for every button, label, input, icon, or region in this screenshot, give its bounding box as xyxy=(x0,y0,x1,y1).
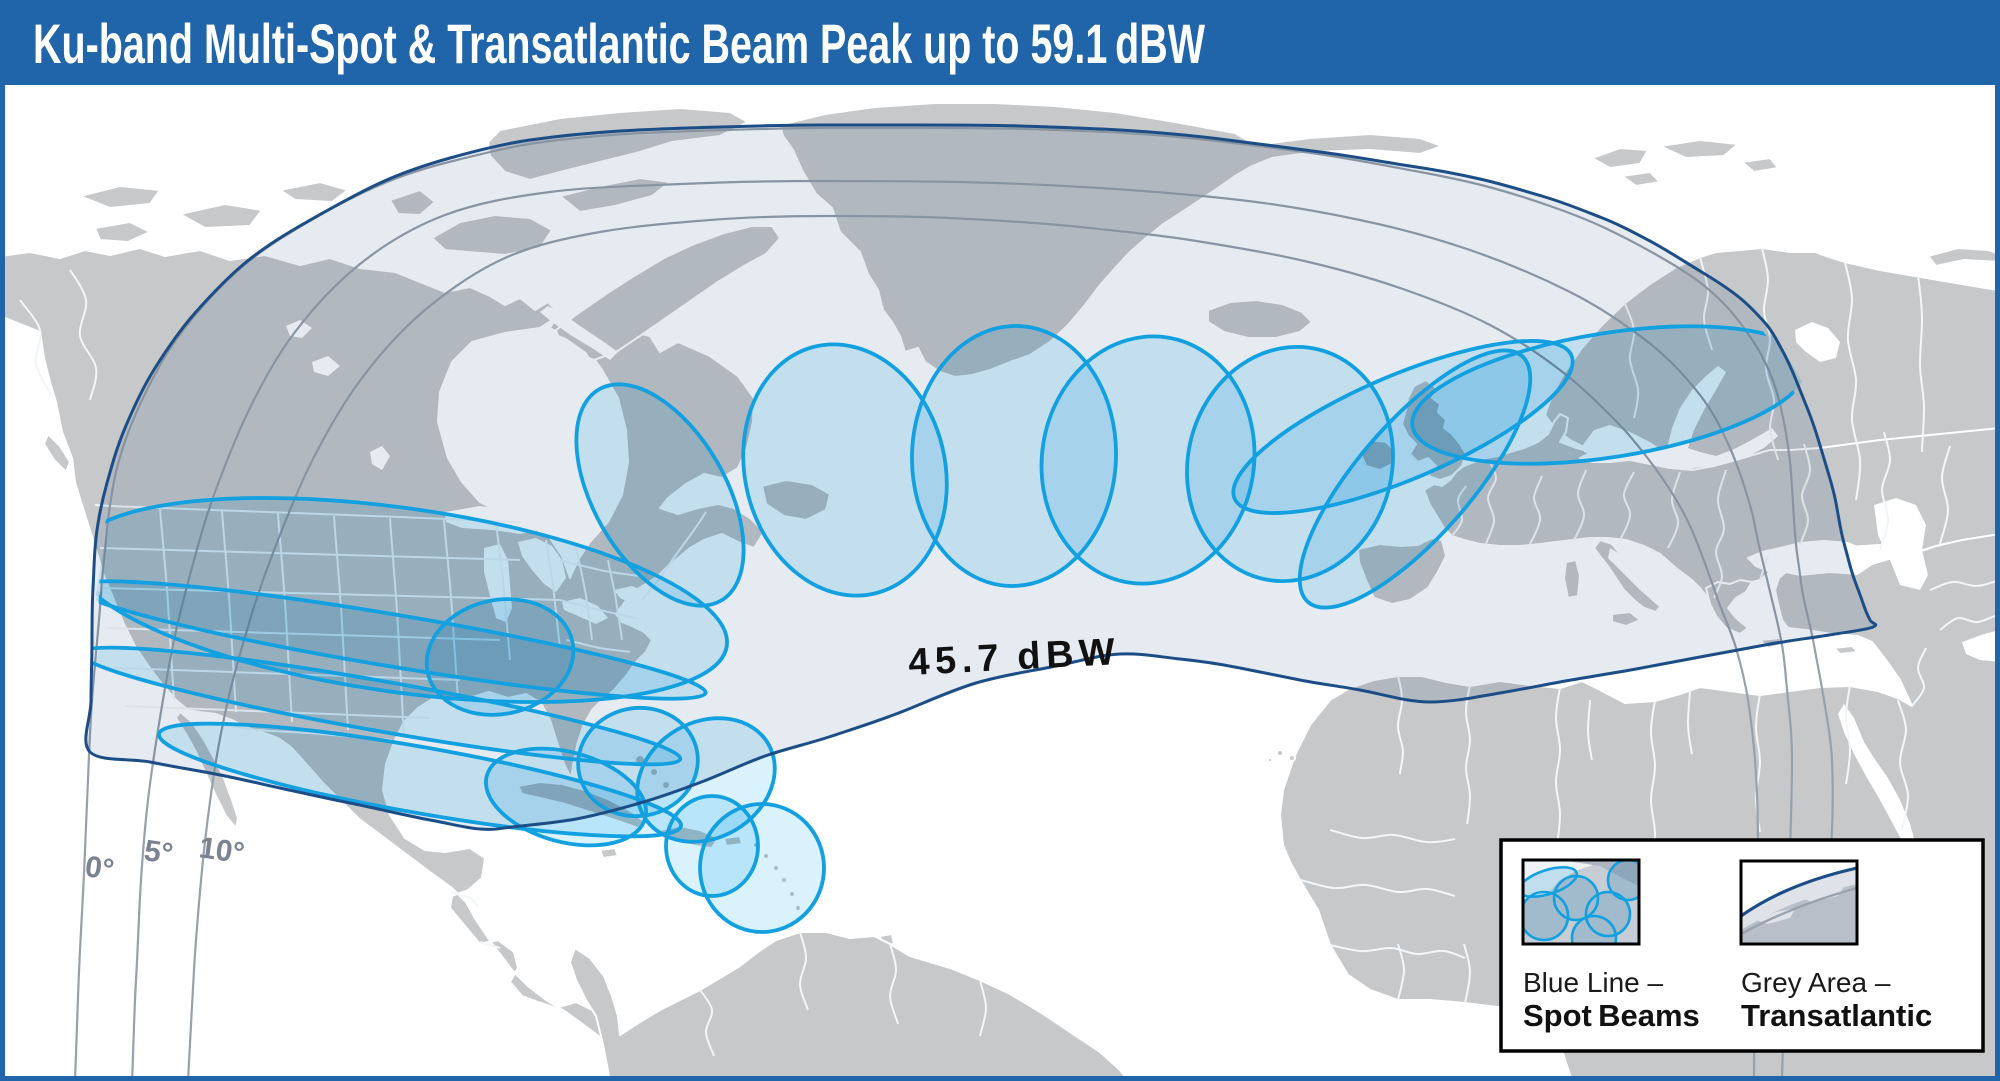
svg-text:0°: 0° xyxy=(83,850,116,887)
svg-text:5°: 5° xyxy=(142,834,175,871)
svg-text:Transatlantic: Transatlantic xyxy=(1741,998,1932,1033)
svg-text:Grey Area –: Grey Area – xyxy=(1741,967,1891,998)
svg-text:10°: 10° xyxy=(197,831,247,870)
svg-text:Blue Line –: Blue Line – xyxy=(1523,967,1664,998)
svg-text:Ku-band Multi-Spot & Transatla: Ku-band Multi-Spot & Transatlantic Beam … xyxy=(33,12,1205,75)
svg-text:Spot Beams: Spot Beams xyxy=(1523,998,1700,1033)
